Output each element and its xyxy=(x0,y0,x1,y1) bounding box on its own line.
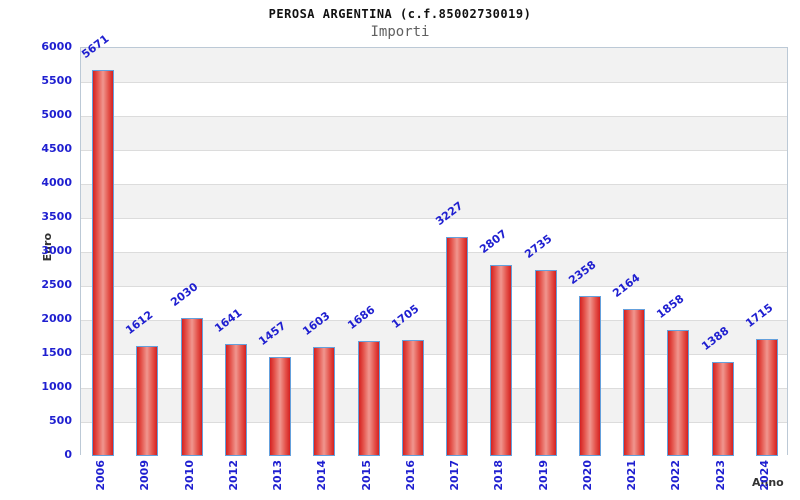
y-tick-label: 0 xyxy=(64,448,72,461)
gridline xyxy=(81,354,787,355)
bar-2019 xyxy=(534,270,557,456)
bar-2009 xyxy=(136,346,159,456)
x-tick-label: 2021 xyxy=(625,460,639,491)
y-tick-label: 4500 xyxy=(41,142,72,155)
y-tick-label: 1000 xyxy=(41,380,72,393)
x-tick-label: 2013 xyxy=(271,460,285,491)
bar-2021 xyxy=(623,308,646,456)
x-tick-label: 2019 xyxy=(536,460,550,491)
y-tick-label: 5500 xyxy=(41,74,72,87)
plot-area xyxy=(80,47,788,456)
x-tick-label: 2009 xyxy=(138,460,152,491)
gridline xyxy=(81,116,787,117)
bar-2022 xyxy=(667,329,690,456)
bar-2010 xyxy=(180,317,203,456)
x-tick-label: 2014 xyxy=(315,460,329,491)
gridline xyxy=(81,184,787,185)
x-tick-label: 2022 xyxy=(669,460,683,491)
x-tick-label: 2020 xyxy=(580,460,594,491)
y-tick-label: 4000 xyxy=(41,176,72,189)
bar-2017 xyxy=(446,236,469,456)
gridline xyxy=(81,388,787,389)
plot-band xyxy=(81,218,787,252)
y-tick-label: 3500 xyxy=(41,210,72,223)
plot-band xyxy=(81,48,787,82)
y-tick-label: 2500 xyxy=(41,278,72,291)
x-axis-label: Anno xyxy=(752,476,784,489)
x-tick-label: 2015 xyxy=(359,460,373,491)
gridline xyxy=(81,82,787,83)
x-tick-label: 2024 xyxy=(757,460,771,491)
y-tick-label: 500 xyxy=(49,414,72,427)
y-tick-label: 2000 xyxy=(41,312,72,325)
bar-2015 xyxy=(357,341,380,456)
plot-band xyxy=(81,252,787,286)
gridline xyxy=(81,218,787,219)
x-tick-label: 2017 xyxy=(448,460,462,491)
plot-band xyxy=(81,82,787,116)
x-tick-label: 2023 xyxy=(713,460,727,491)
bar-2016 xyxy=(401,340,424,456)
y-tick-label: 3000 xyxy=(41,244,72,257)
plot-band xyxy=(81,116,787,150)
x-tick-label: 2018 xyxy=(492,460,506,491)
gridline xyxy=(81,286,787,287)
bar-2014 xyxy=(313,346,336,456)
bar-2006 xyxy=(92,70,115,456)
bar-2018 xyxy=(490,265,513,456)
plot-band xyxy=(81,184,787,218)
chart-title: PEROSA ARGENTINA (c.f.85002730019) xyxy=(268,7,532,21)
x-tick-label: 2016 xyxy=(403,460,417,491)
gridline xyxy=(81,252,787,253)
x-tick-label: 2010 xyxy=(182,460,196,491)
x-tick-label: 2006 xyxy=(94,460,108,491)
plot-band xyxy=(81,150,787,184)
bar-2023 xyxy=(711,361,734,456)
bar-2012 xyxy=(224,344,247,456)
y-tick-label: 5000 xyxy=(41,108,72,121)
chart-subtitle: Importi xyxy=(370,24,430,40)
plot-band xyxy=(81,286,787,320)
gridline xyxy=(81,150,787,151)
x-tick-label: 2012 xyxy=(226,460,240,491)
y-tick-label: 6000 xyxy=(41,40,72,53)
gridline xyxy=(81,320,787,321)
bar-2020 xyxy=(578,295,601,456)
gridline xyxy=(81,422,787,423)
bar-2024 xyxy=(755,339,778,456)
y-tick-label: 1500 xyxy=(41,346,72,359)
bar-2013 xyxy=(269,356,292,456)
